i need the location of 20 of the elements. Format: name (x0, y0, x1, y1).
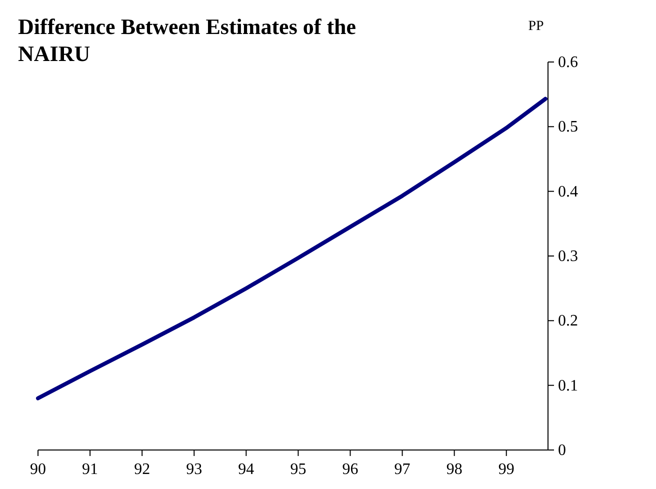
chart-title: Difference Between Estimates of the NAIRU (18, 14, 356, 66)
x-tick-label: 94 (238, 461, 254, 478)
x-tick-label: 91 (82, 461, 98, 478)
x-tick-label: 95 (290, 461, 306, 478)
x-tick-label: 93 (186, 461, 202, 478)
y-tick-label: 0.2 (558, 312, 578, 330)
x-tick-label: 98 (446, 461, 462, 478)
y-tick-label: 0.3 (558, 248, 578, 265)
y-tick-label: 0.6 (558, 54, 578, 71)
y-tick-label: 0.5 (558, 118, 578, 136)
x-tick-label: 92 (134, 461, 150, 478)
y-tick-label: 0.1 (558, 377, 578, 394)
y-tick-label: 0.4 (558, 183, 578, 200)
x-tick-label: 90 (30, 461, 46, 478)
x-tick-label: 99 (498, 461, 514, 478)
y-tick-label: 0 (558, 442, 566, 459)
x-tick-label: 96 (342, 461, 358, 478)
line-series (36, 96, 548, 400)
y-axis-title: PP (528, 19, 544, 34)
x-tick-label: 97 (394, 461, 410, 478)
